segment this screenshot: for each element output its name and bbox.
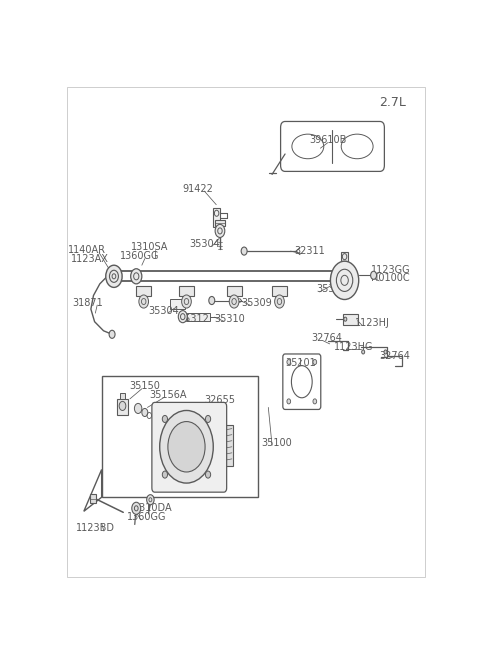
Circle shape <box>160 411 213 483</box>
Circle shape <box>205 415 211 422</box>
Circle shape <box>241 247 247 255</box>
Bar <box>102 376 258 497</box>
Circle shape <box>134 403 142 413</box>
Circle shape <box>275 295 284 308</box>
Text: 35100: 35100 <box>261 438 292 448</box>
Circle shape <box>139 295 148 308</box>
Circle shape <box>287 360 290 365</box>
FancyBboxPatch shape <box>152 402 227 492</box>
Text: 1310DA: 1310DA <box>134 503 173 514</box>
Circle shape <box>106 265 122 288</box>
Text: 32764: 32764 <box>379 351 410 361</box>
Text: 35304: 35304 <box>189 239 220 249</box>
Text: 1360GG: 1360GG <box>120 251 159 261</box>
Text: H0100C: H0100C <box>371 273 409 284</box>
Circle shape <box>181 295 192 308</box>
Circle shape <box>109 330 115 339</box>
Bar <box>187 312 210 321</box>
Text: 1123GG: 1123GG <box>371 265 410 275</box>
Circle shape <box>229 295 239 308</box>
Polygon shape <box>215 220 225 226</box>
Bar <box>117 399 129 415</box>
Bar <box>227 286 241 297</box>
Bar <box>120 393 125 399</box>
Text: 35312: 35312 <box>179 314 209 324</box>
Text: 35309: 35309 <box>242 297 273 308</box>
Text: 1310SA: 1310SA <box>131 242 168 252</box>
Circle shape <box>162 415 168 422</box>
Bar <box>136 286 151 297</box>
Polygon shape <box>84 470 102 512</box>
Bar <box>343 314 359 325</box>
Text: 39610B: 39610B <box>309 135 347 145</box>
Polygon shape <box>90 494 96 503</box>
Text: 32655: 32655 <box>204 396 236 405</box>
Circle shape <box>371 271 377 279</box>
Circle shape <box>332 271 339 282</box>
Bar <box>215 424 233 466</box>
Circle shape <box>205 471 211 478</box>
Text: 35310: 35310 <box>214 314 245 324</box>
Text: 1123HJ: 1123HJ <box>355 318 390 328</box>
Circle shape <box>287 399 290 404</box>
Text: 35150: 35150 <box>130 381 160 391</box>
Bar <box>179 286 194 297</box>
Circle shape <box>344 317 347 321</box>
Circle shape <box>132 502 141 514</box>
Circle shape <box>178 310 187 323</box>
Bar <box>272 286 287 297</box>
Circle shape <box>384 350 387 354</box>
Text: 35156A: 35156A <box>149 390 187 400</box>
Bar <box>170 299 185 309</box>
Text: 1123HG: 1123HG <box>334 342 373 352</box>
Bar <box>341 252 348 261</box>
Text: 1140AR: 1140AR <box>68 245 106 255</box>
Circle shape <box>119 402 126 411</box>
Text: 35301: 35301 <box>316 284 347 294</box>
Circle shape <box>168 422 205 472</box>
Text: 35304: 35304 <box>148 306 179 316</box>
Circle shape <box>215 225 225 238</box>
Text: 31871: 31871 <box>72 297 103 308</box>
Text: 2.7L: 2.7L <box>379 96 406 109</box>
Circle shape <box>162 471 168 478</box>
Circle shape <box>330 261 359 299</box>
Circle shape <box>313 399 317 404</box>
Text: 35101: 35101 <box>286 358 316 368</box>
Circle shape <box>362 350 365 354</box>
Text: 1123BD: 1123BD <box>76 523 115 533</box>
Circle shape <box>142 409 148 417</box>
Circle shape <box>313 360 317 365</box>
Circle shape <box>131 269 142 284</box>
Circle shape <box>147 495 154 505</box>
Bar <box>213 208 220 227</box>
Text: 32311: 32311 <box>294 246 324 256</box>
Text: 91422: 91422 <box>182 183 213 193</box>
Text: 32764: 32764 <box>311 333 342 343</box>
Text: 1123AX: 1123AX <box>71 254 108 264</box>
Circle shape <box>209 297 215 305</box>
Text: 1360GG: 1360GG <box>127 512 166 523</box>
